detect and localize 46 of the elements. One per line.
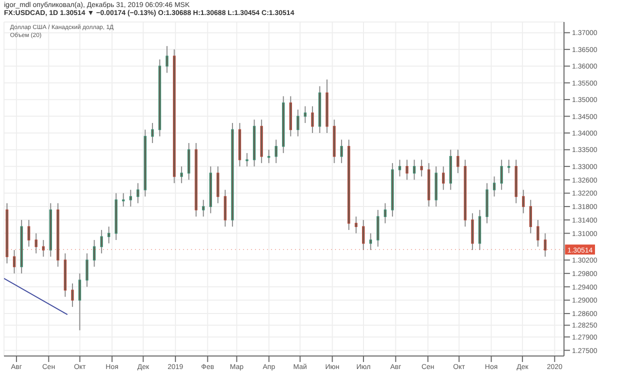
- candlestick: [12, 250, 16, 274]
- candlestick: [202, 199, 205, 218]
- candlestick: [500, 159, 503, 190]
- candlestick: [398, 159, 402, 177]
- candlestick: [187, 142, 190, 180]
- candlestick: [78, 272, 82, 331]
- candlestick: [71, 282, 74, 308]
- candlestick: [216, 166, 220, 204]
- candlestick: [456, 149, 460, 174]
- candlestick: [224, 189, 227, 228]
- candlestick: [151, 122, 154, 144]
- candlestick: [442, 166, 445, 190]
- candlestick: [92, 239, 96, 268]
- candlestick: [369, 232, 372, 251]
- candlestick: [536, 219, 540, 248]
- candlestick: [471, 212, 474, 251]
- candlestick: [522, 189, 525, 214]
- candlestick: [376, 209, 380, 248]
- candlestick: [529, 199, 532, 234]
- candlestick: [246, 152, 248, 167]
- candlestick: [136, 182, 140, 204]
- candlestick: [107, 226, 110, 244]
- candlestick: [304, 106, 307, 124]
- candlestick: [507, 159, 510, 174]
- candlestick: [267, 149, 270, 164]
- candlestick: [42, 239, 45, 258]
- candlestick: [34, 232, 38, 254]
- candlestick: [406, 159, 408, 180]
- candlestick: [86, 252, 88, 288]
- candlestick: [180, 166, 183, 184]
- candlestick: [274, 139, 278, 164]
- candlestick: [311, 106, 314, 134]
- candlestick: [420, 159, 423, 177]
- candlestick: [412, 159, 416, 180]
- candlestick: [492, 176, 496, 198]
- candlestick: [544, 232, 547, 258]
- candlestick: [129, 189, 132, 208]
- candlestick: [27, 219, 30, 248]
- candlestick: [122, 192, 125, 208]
- candlestick: [100, 229, 103, 254]
- candlestick: [384, 202, 387, 224]
- candlestick: [362, 219, 365, 251]
- candlestick: [166, 46, 168, 74]
- candlestick: [354, 216, 358, 234]
- candlestick: [340, 139, 343, 164]
- candlestick: [296, 109, 300, 137]
